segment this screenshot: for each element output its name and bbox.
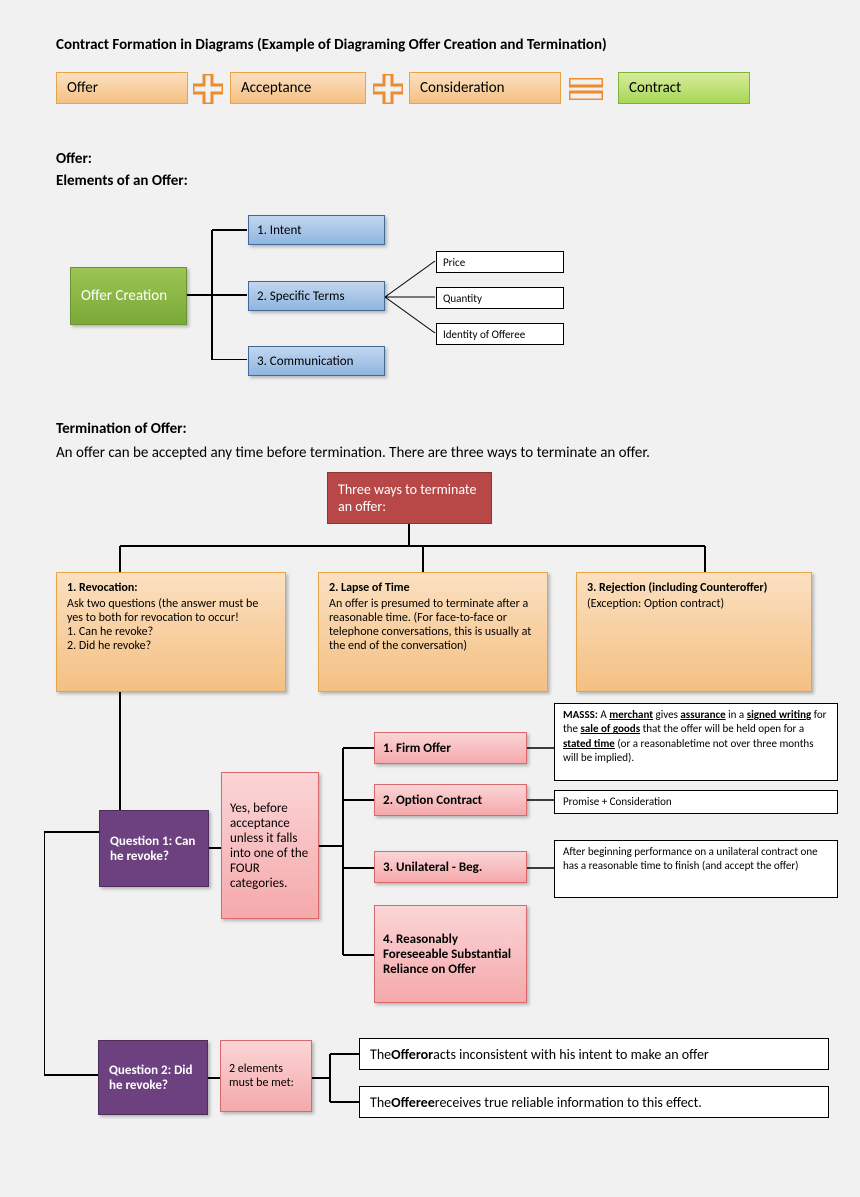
offer-creation-node: Offer Creation: [70, 267, 187, 325]
term-node: Identity of Offeree: [436, 323, 564, 345]
q2-answer-node: 2 elements must be met:: [220, 1040, 312, 1112]
section-heading: Offer:: [56, 150, 92, 168]
offer-element-node: 1. Intent: [248, 215, 385, 245]
q1-answer-node: Yes, before acceptance unless it falls i…: [221, 772, 319, 919]
section-heading: Termination of Offer:: [56, 420, 187, 438]
category-node: 2. Option Contract: [374, 784, 527, 816]
term-node: Price: [436, 251, 564, 273]
section-heading: Elements of an Offer:: [56, 172, 188, 190]
offer-element-node: 3. Communication: [248, 346, 385, 376]
equation-box: Offer: [56, 72, 188, 104]
equation-box: Consideration: [409, 72, 561, 104]
category-node: 3. Unilateral - Beg.: [374, 851, 527, 883]
equation-box: Contract: [618, 72, 750, 104]
category-node: 4. Reasonably Foreseeable Substantial Re…: [374, 905, 527, 1003]
category-note: Promise + Consideration: [554, 790, 838, 814]
question2-node: Question 2: Did he revoke?: [98, 1040, 208, 1115]
category-node: 1. Firm Offer: [374, 732, 527, 764]
termination-branch-node: 2. Lapse of TimeAn offer is presumed to …: [318, 572, 548, 692]
category-note: MASSS: A merchant gives assurance in a s…: [554, 703, 838, 781]
termination-branch-node: 3. Rejection (including Counteroffer)(Ex…: [576, 572, 812, 692]
termination-branch-node: 1. Revocation:Ask two questions (the ans…: [56, 572, 286, 692]
equation-box: Acceptance: [230, 72, 366, 104]
offer-element-node: 2. Specific Terms: [248, 281, 385, 311]
q2-element-note: The Offeree receives true reliable infor…: [359, 1086, 829, 1118]
termination-root-node: Three ways to terminate an offer:: [327, 472, 492, 524]
term-node: Quantity: [436, 287, 564, 309]
section-subtext: An offer can be accepted any time before…: [56, 444, 650, 462]
question1-node: Question 1: Can he revoke?: [99, 810, 209, 887]
page-title: Contract Formation in Diagrams (Example …: [56, 36, 607, 54]
category-note: After beginning performance on a unilate…: [554, 840, 838, 898]
q2-element-note: The Offeror acts inconsistent with his i…: [359, 1038, 829, 1070]
